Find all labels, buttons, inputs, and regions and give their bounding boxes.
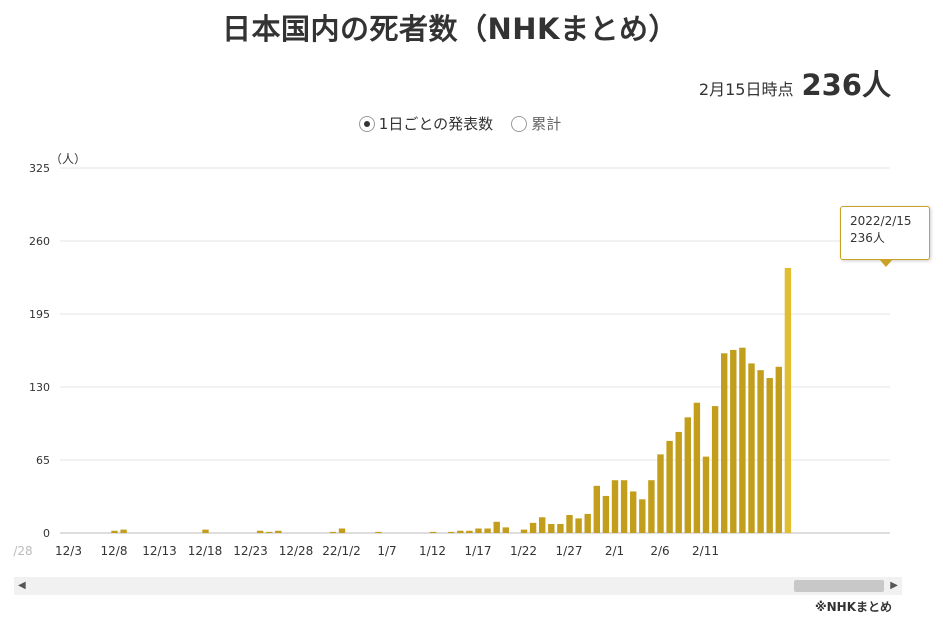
bar[interactable] — [266, 531, 273, 533]
bar[interactable] — [111, 530, 118, 533]
bar[interactable] — [429, 531, 437, 533]
bar[interactable] — [593, 485, 600, 533]
bar[interactable] — [730, 349, 737, 533]
bar[interactable] — [466, 530, 473, 533]
bar[interactable] — [457, 530, 464, 533]
x-tick-label: 2/6 — [650, 544, 669, 558]
tooltip-pointer — [879, 259, 893, 267]
x-tick-label: 2/11 — [692, 544, 719, 558]
bar[interactable] — [657, 454, 664, 533]
bar[interactable] — [602, 495, 610, 533]
bar[interactable] — [557, 524, 564, 533]
daily-radio[interactable]: 1日ごとの発表数 — [358, 113, 494, 134]
as-of-date: 2月15日時点 — [698, 80, 794, 99]
bar[interactable] — [256, 530, 264, 533]
x-tick-label: 12/8 — [101, 544, 128, 558]
x-tick-label: 12/28 — [279, 544, 314, 558]
as-of-total: 236人 — [801, 68, 891, 102]
bar[interactable] — [684, 417, 691, 533]
tooltip-value: 236人 — [850, 231, 885, 245]
bar[interactable] — [648, 480, 655, 533]
gridlines — [60, 167, 890, 534]
bar[interactable] — [666, 440, 673, 533]
bar[interactable] — [275, 530, 282, 533]
y-tick-label: 0 — [43, 527, 50, 540]
y-tick-label: 195 — [29, 308, 50, 321]
as-of-summary: 2月15日時点 236人 — [699, 62, 891, 104]
bar[interactable] — [529, 522, 537, 533]
cumulative-radio[interactable]: 累計 — [511, 113, 561, 134]
y-tick-labels: 0 65 130 195 260 325 — [29, 162, 50, 540]
x-tick-labels: /28 12/3 12/8 12/13 12/18 12/23 12/28 22/1/2 1/7… — [13, 544, 719, 558]
y-axis-unit: （人） — [50, 152, 86, 166]
bar[interactable] — [539, 517, 546, 533]
bar[interactable] — [502, 527, 509, 533]
x-tick-label: 1/17 — [465, 544, 492, 558]
radio-unselected-icon — [511, 115, 528, 132]
x-tick-label: 12/13 — [142, 544, 177, 558]
y-tick-label: 325 — [29, 162, 50, 175]
view-toggle: 1日ごとの発表数 累計 — [0, 113, 920, 134]
bar[interactable] — [766, 378, 773, 533]
bar[interactable] — [620, 480, 628, 533]
bar[interactable] — [702, 456, 710, 533]
y-tick-label: 260 — [29, 235, 50, 248]
x-tick-label: 1/12 — [419, 544, 446, 558]
source-note: ※NHKまとめ — [814, 600, 892, 614]
radio-selected-icon — [358, 115, 375, 132]
horizontal-scrollbar[interactable]: ◀ ▶ — [14, 577, 902, 595]
bar[interactable] — [566, 515, 573, 533]
bar[interactable] — [484, 528, 491, 533]
y-tick-label: 65 — [36, 454, 50, 467]
tooltip-date: 2022/2/15 — [850, 214, 912, 228]
bar[interactable] — [721, 353, 728, 533]
x-tick-label: 1/22 — [510, 544, 537, 558]
bar[interactable] — [548, 524, 555, 533]
bar[interactable] — [739, 347, 746, 533]
cumulative-radio-label: 累計 — [531, 115, 562, 133]
x-tick-label: 1/27 — [556, 544, 583, 558]
bar[interactable] — [202, 529, 209, 533]
bar[interactable] — [693, 402, 701, 533]
page-title: 日本国内の死者数（NHKまとめ） — [221, 12, 678, 46]
bar[interactable] — [520, 529, 528, 533]
bars — [111, 267, 792, 533]
scroll-thumb[interactable] — [794, 580, 884, 592]
bar[interactable] — [748, 363, 755, 533]
bar[interactable] — [630, 491, 637, 533]
bar[interactable] — [639, 499, 646, 533]
bar[interactable] — [375, 531, 382, 533]
x-tick-label: 22/1/2 — [322, 544, 361, 558]
x-tick-label: 12/23 — [233, 544, 268, 558]
bar[interactable] — [611, 480, 619, 533]
bar[interactable] — [584, 513, 591, 533]
bar[interactable] — [784, 267, 792, 533]
scroll-left-arrow-icon[interactable]: ◀ — [18, 580, 26, 591]
bar[interactable] — [329, 531, 337, 533]
x-tick-label: 12/3 — [55, 544, 82, 558]
bar[interactable] — [475, 528, 482, 533]
bar[interactable] — [448, 531, 455, 533]
hover-tooltip: 2022/2/15 236人 — [840, 206, 930, 260]
bar[interactable] — [338, 528, 346, 533]
x-tick-label: 2/1 — [605, 544, 624, 558]
x-tick-label: /28 — [13, 544, 32, 558]
y-tick-label: 130 — [29, 381, 50, 394]
bar[interactable] — [711, 406, 719, 533]
bar[interactable] — [575, 518, 582, 533]
daily-radio-label: 1日ごとの発表数 — [378, 115, 494, 133]
bar[interactable] — [675, 431, 682, 533]
deaths-bar-chart: （人） 0 65 130 195 260 325 /28 12/3 12/8 12/13 12/1… — [13, 152, 890, 558]
x-tick-label: 1/7 — [377, 544, 396, 558]
bar[interactable] — [775, 366, 782, 533]
bar[interactable] — [493, 521, 500, 533]
bar[interactable] — [120, 529, 127, 533]
bar[interactable] — [757, 370, 764, 533]
scroll-right-arrow-icon[interactable]: ▶ — [890, 580, 898, 591]
x-tick-label: 12/18 — [188, 544, 223, 558]
